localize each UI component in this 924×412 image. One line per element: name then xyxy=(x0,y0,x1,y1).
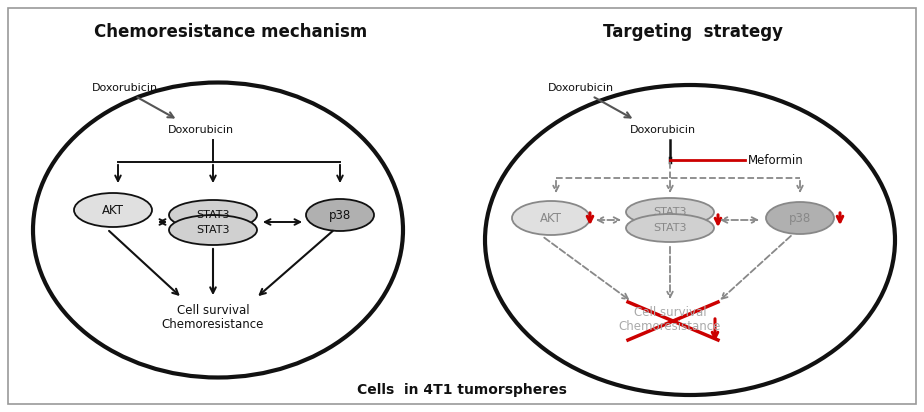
Ellipse shape xyxy=(33,82,403,377)
Text: AKT: AKT xyxy=(102,204,124,216)
Text: STAT3: STAT3 xyxy=(196,210,230,220)
Ellipse shape xyxy=(169,215,257,245)
Text: p38: p38 xyxy=(329,208,351,222)
Text: p38: p38 xyxy=(789,211,811,225)
Text: Cell survival: Cell survival xyxy=(634,306,706,318)
Ellipse shape xyxy=(169,200,257,230)
Text: STAT3: STAT3 xyxy=(653,207,687,217)
Ellipse shape xyxy=(626,198,714,226)
Text: Cell survival: Cell survival xyxy=(176,304,249,316)
Text: Doxorubicin: Doxorubicin xyxy=(92,83,158,93)
Ellipse shape xyxy=(512,201,590,235)
Text: Doxorubicin: Doxorubicin xyxy=(548,83,614,93)
Ellipse shape xyxy=(74,193,152,227)
Ellipse shape xyxy=(766,202,834,234)
Text: STAT3: STAT3 xyxy=(653,223,687,233)
Text: Doxorubicin: Doxorubicin xyxy=(168,125,234,135)
Text: Cells  in 4T1 tumorspheres: Cells in 4T1 tumorspheres xyxy=(357,383,567,397)
Text: Doxorubicin: Doxorubicin xyxy=(630,125,696,135)
Text: Chemoresistance mechanism: Chemoresistance mechanism xyxy=(94,23,368,41)
Text: AKT: AKT xyxy=(540,211,562,225)
Text: Targeting  strategy: Targeting strategy xyxy=(603,23,783,41)
Ellipse shape xyxy=(485,85,895,395)
Text: STAT3: STAT3 xyxy=(196,225,230,235)
Text: Meformin: Meformin xyxy=(748,154,804,166)
Ellipse shape xyxy=(626,214,714,242)
Text: Chemoresistance: Chemoresistance xyxy=(162,318,264,330)
Ellipse shape xyxy=(306,199,374,231)
Text: Chemoresistance: Chemoresistance xyxy=(619,319,722,332)
